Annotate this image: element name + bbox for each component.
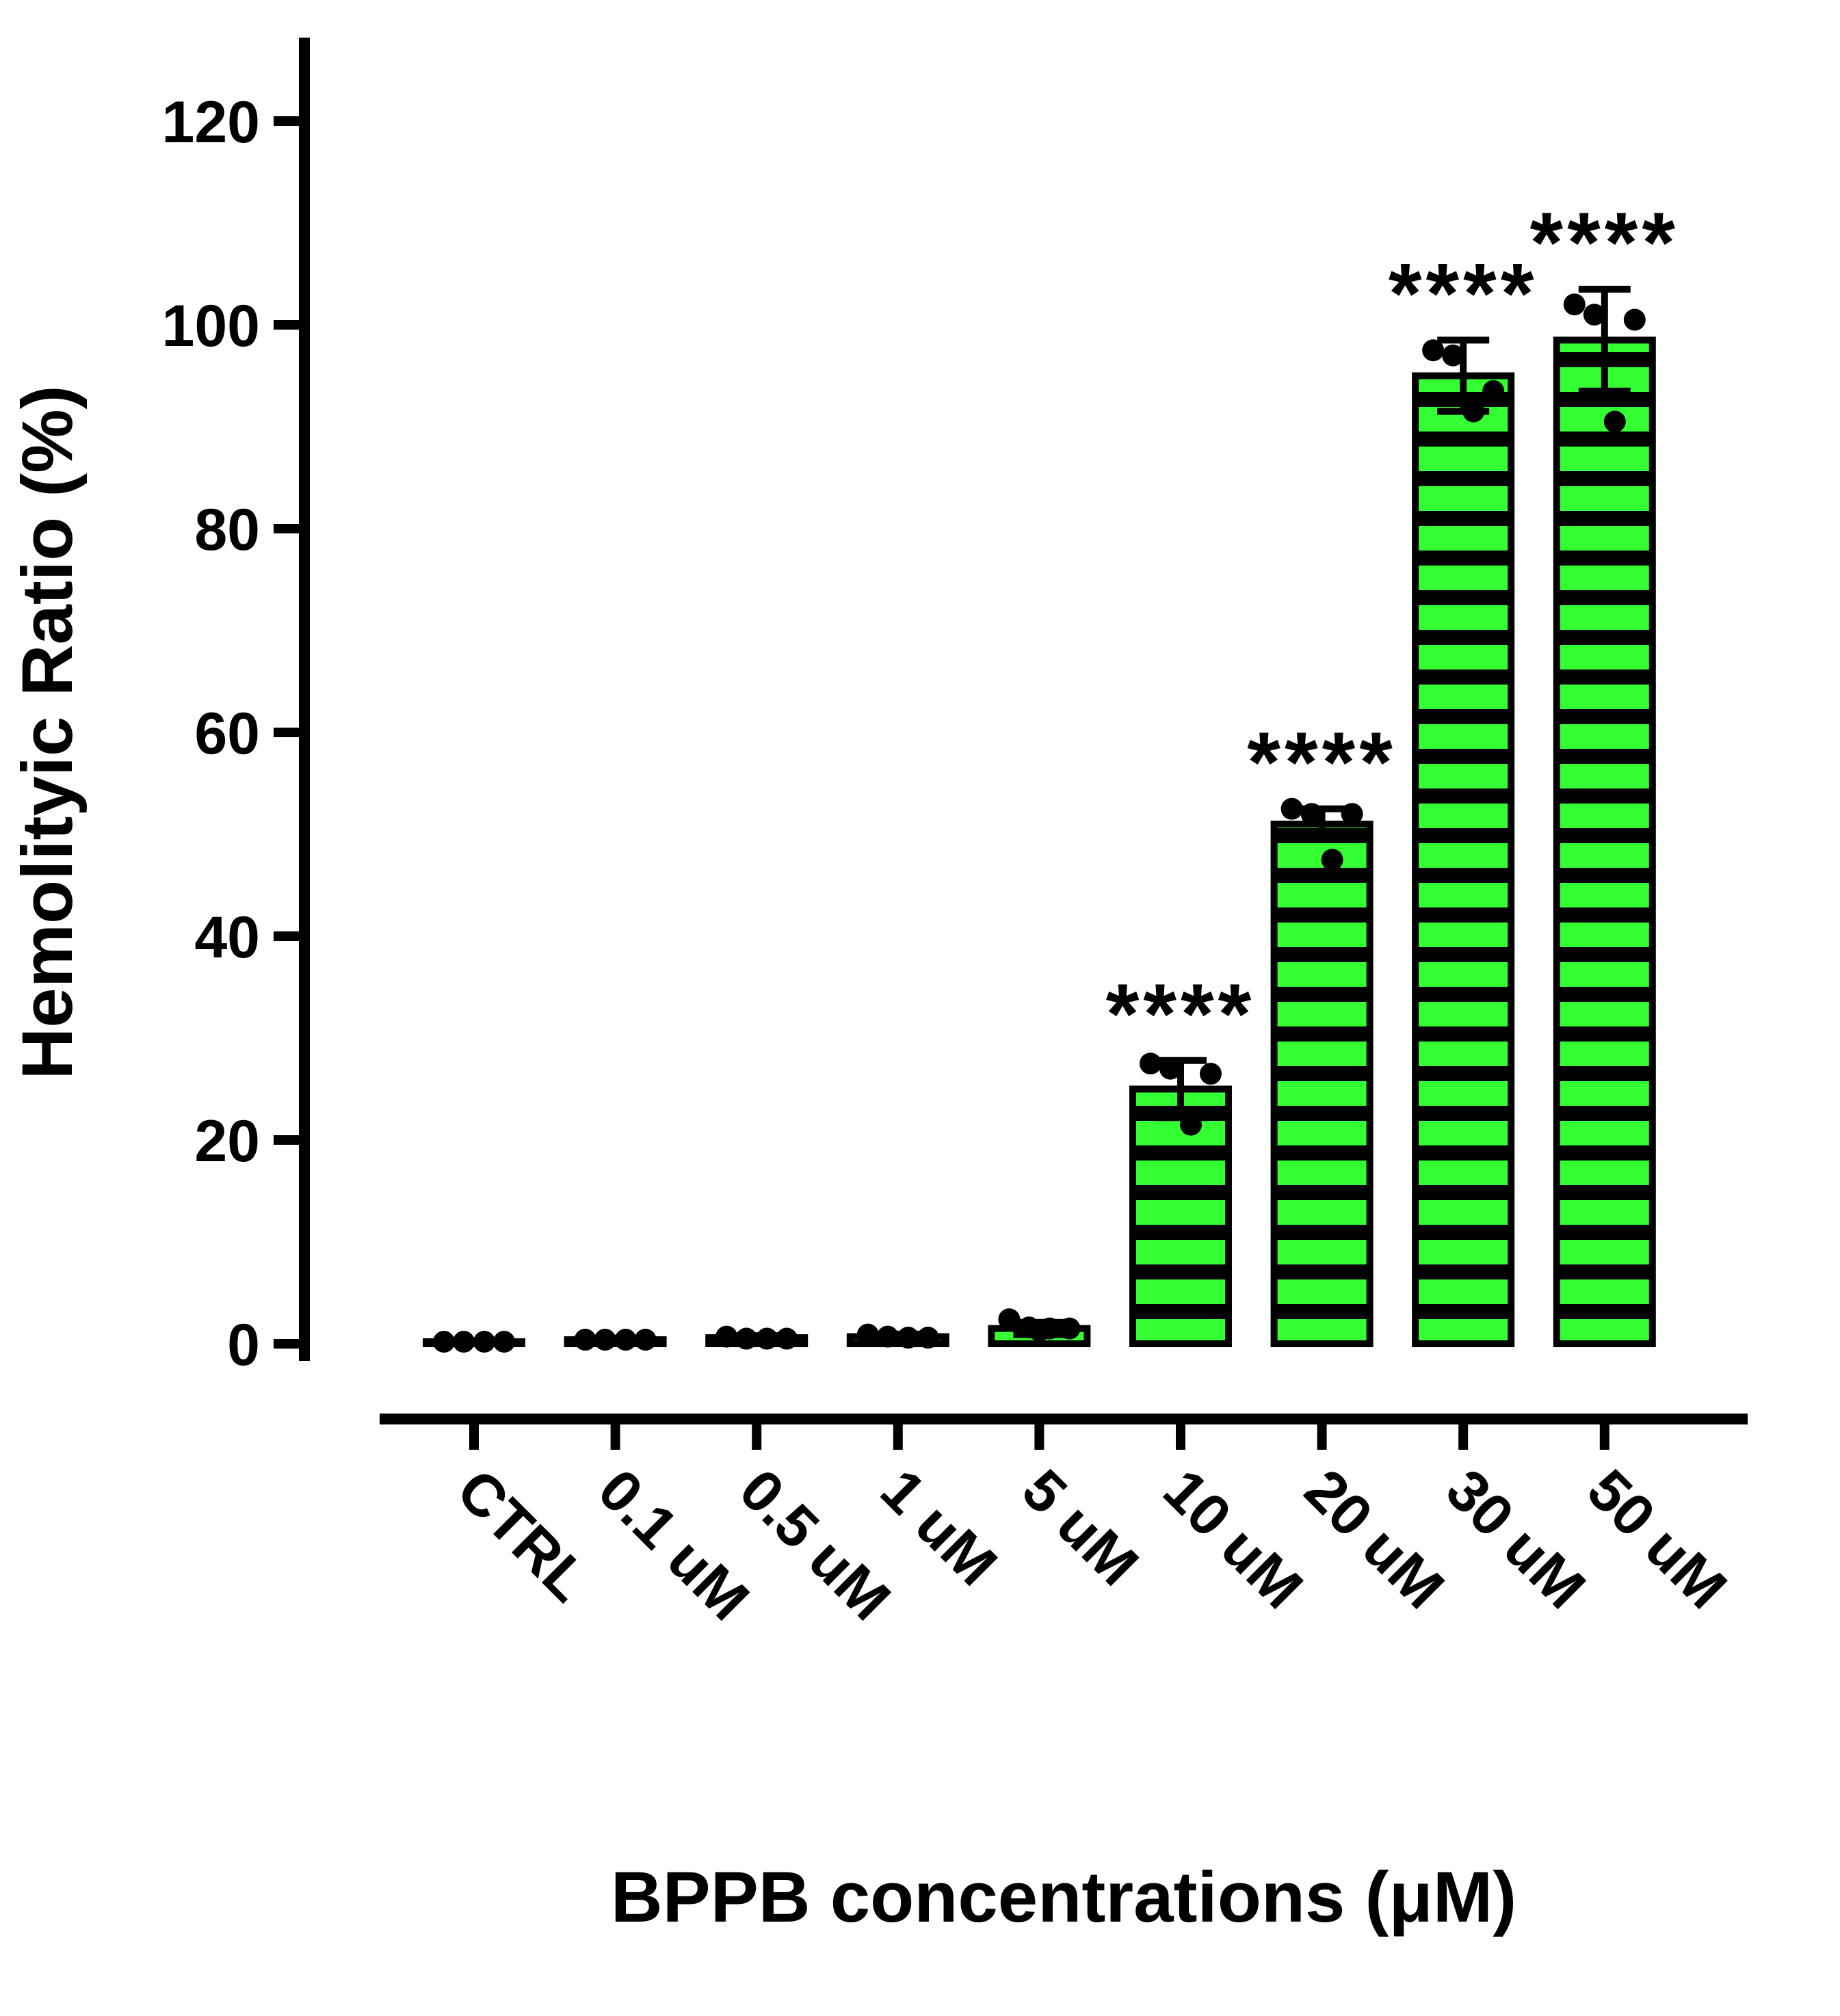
data-point — [1623, 308, 1646, 331]
y-tick-label: 20 — [194, 1109, 260, 1174]
data-point — [1028, 1319, 1051, 1342]
data-point — [776, 1327, 798, 1350]
sig-stars: **** — [1389, 246, 1538, 341]
x-tick-label: 20 uM — [1292, 1457, 1456, 1621]
data-point — [1563, 293, 1586, 316]
data-point — [634, 1329, 657, 1351]
data-point — [715, 1325, 738, 1348]
y-tick-label: 40 — [194, 905, 260, 970]
y-tick-label: 120 — [162, 90, 261, 155]
data-point — [493, 1331, 515, 1353]
bar — [1553, 336, 1656, 1348]
bar — [1412, 372, 1515, 1347]
x-tick-label: 0.1 uM — [586, 1457, 761, 1633]
sig-stars: **** — [1247, 715, 1397, 810]
data-point — [453, 1331, 475, 1353]
x-axis-title: BPPB concentrations (μM) — [611, 1857, 1516, 1937]
x-tick-label: 30 uM — [1434, 1457, 1598, 1621]
y-tick-label: 60 — [194, 701, 260, 767]
y-tick-label: 100 — [162, 293, 261, 359]
bar — [1270, 821, 1374, 1347]
data-point — [1200, 1063, 1222, 1085]
data-point — [876, 1325, 899, 1348]
data-point — [594, 1329, 616, 1351]
data-point — [1482, 380, 1505, 402]
bars — [423, 336, 1656, 1348]
sig-stars: **** — [1106, 967, 1256, 1062]
data-point — [897, 1327, 919, 1349]
data-point — [1159, 1057, 1181, 1080]
data-point — [614, 1329, 637, 1351]
bar — [1129, 1085, 1232, 1347]
data-point — [1180, 1113, 1202, 1136]
data-point — [1341, 803, 1363, 825]
x-tick-label: 5 uM — [1010, 1457, 1151, 1598]
data-point — [1140, 1052, 1161, 1075]
data-point — [756, 1327, 778, 1350]
data-point — [735, 1327, 758, 1350]
data-point — [1442, 344, 1464, 367]
data-point — [433, 1331, 455, 1353]
data-point — [917, 1327, 939, 1349]
data-point — [1321, 849, 1343, 871]
x-tick-label: CTRL — [445, 1457, 602, 1615]
data-point — [1603, 410, 1626, 433]
y-tick-label: 80 — [194, 497, 260, 563]
data-point — [1058, 1317, 1081, 1340]
y-tick-label: 0 — [227, 1312, 260, 1378]
data-points — [433, 293, 1646, 1353]
data-point — [1583, 304, 1605, 326]
data-point — [1462, 400, 1485, 423]
data-point — [1422, 339, 1445, 362]
significance-marks: **************** — [1106, 196, 1680, 1062]
data-point — [473, 1331, 495, 1353]
x-tick-label: 10 uM — [1151, 1457, 1315, 1621]
x-tick-label: 0.5 uM — [727, 1457, 903, 1633]
data-point — [1300, 803, 1323, 825]
y-axis-title: Hemolityic Ratio (%) — [8, 385, 88, 1079]
x-tick-label: 50 uM — [1575, 1457, 1739, 1621]
data-point — [856, 1323, 879, 1346]
sig-stars: **** — [1530, 196, 1680, 291]
data-point — [1280, 797, 1303, 820]
data-point — [574, 1329, 596, 1351]
data-point — [998, 1308, 1021, 1331]
